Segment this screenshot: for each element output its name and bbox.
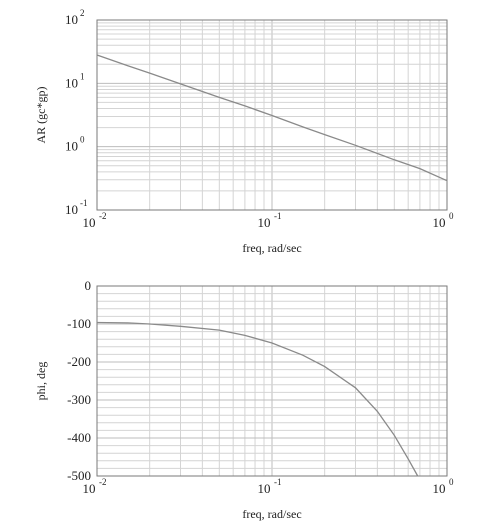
plot-frame (96, 19, 448, 211)
x-tick-exponent: -1 (274, 211, 282, 221)
y-axis-label: phi, deg (34, 362, 48, 401)
series-line-0 (96, 54, 448, 182)
x-axis-label: freq, rad/sec (242, 241, 301, 255)
y-tick-label: 10 (65, 12, 78, 27)
grid (97, 20, 447, 210)
y-tick-label: -300 (67, 392, 91, 407)
x-tick-label: 10 (258, 215, 271, 230)
series-line-0 (96, 321, 419, 477)
y-axis-label: AR (gc*gp) (34, 87, 48, 144)
x-tick-exponent: -1 (274, 477, 282, 487)
y-tick-exponent: 2 (80, 8, 85, 18)
y-tick-label: -500 (67, 468, 91, 483)
y-tick-exponent: -1 (80, 198, 88, 208)
x-tick-exponent: -2 (99, 211, 107, 221)
x-tick-label: 10 (83, 215, 96, 230)
x-tick-label: 10 (433, 481, 446, 496)
x-tick-exponent: 0 (449, 477, 454, 487)
x-tick-label: 10 (433, 215, 446, 230)
x-tick-exponent: 0 (449, 211, 454, 221)
y-tick-exponent: 1 (80, 71, 85, 81)
y-tick-label: 10 (65, 75, 78, 90)
y-tick-label: -400 (67, 430, 91, 445)
x-tick-exponent: -2 (99, 477, 107, 487)
y-tick-label: 0 (85, 278, 92, 293)
y-tick-label: -200 (67, 354, 91, 369)
y-tick-label: 10 (65, 202, 78, 217)
y-tick-label: -100 (67, 316, 91, 331)
x-tick-label: 10 (258, 481, 271, 496)
y-tick-label: 10 (65, 139, 78, 154)
y-tick-exponent: 0 (80, 135, 85, 145)
x-axis-label: freq, rad/sec (242, 507, 301, 521)
plot-frame (96, 285, 448, 477)
grid (97, 285, 447, 477)
x-tick-label: 10 (83, 481, 96, 496)
